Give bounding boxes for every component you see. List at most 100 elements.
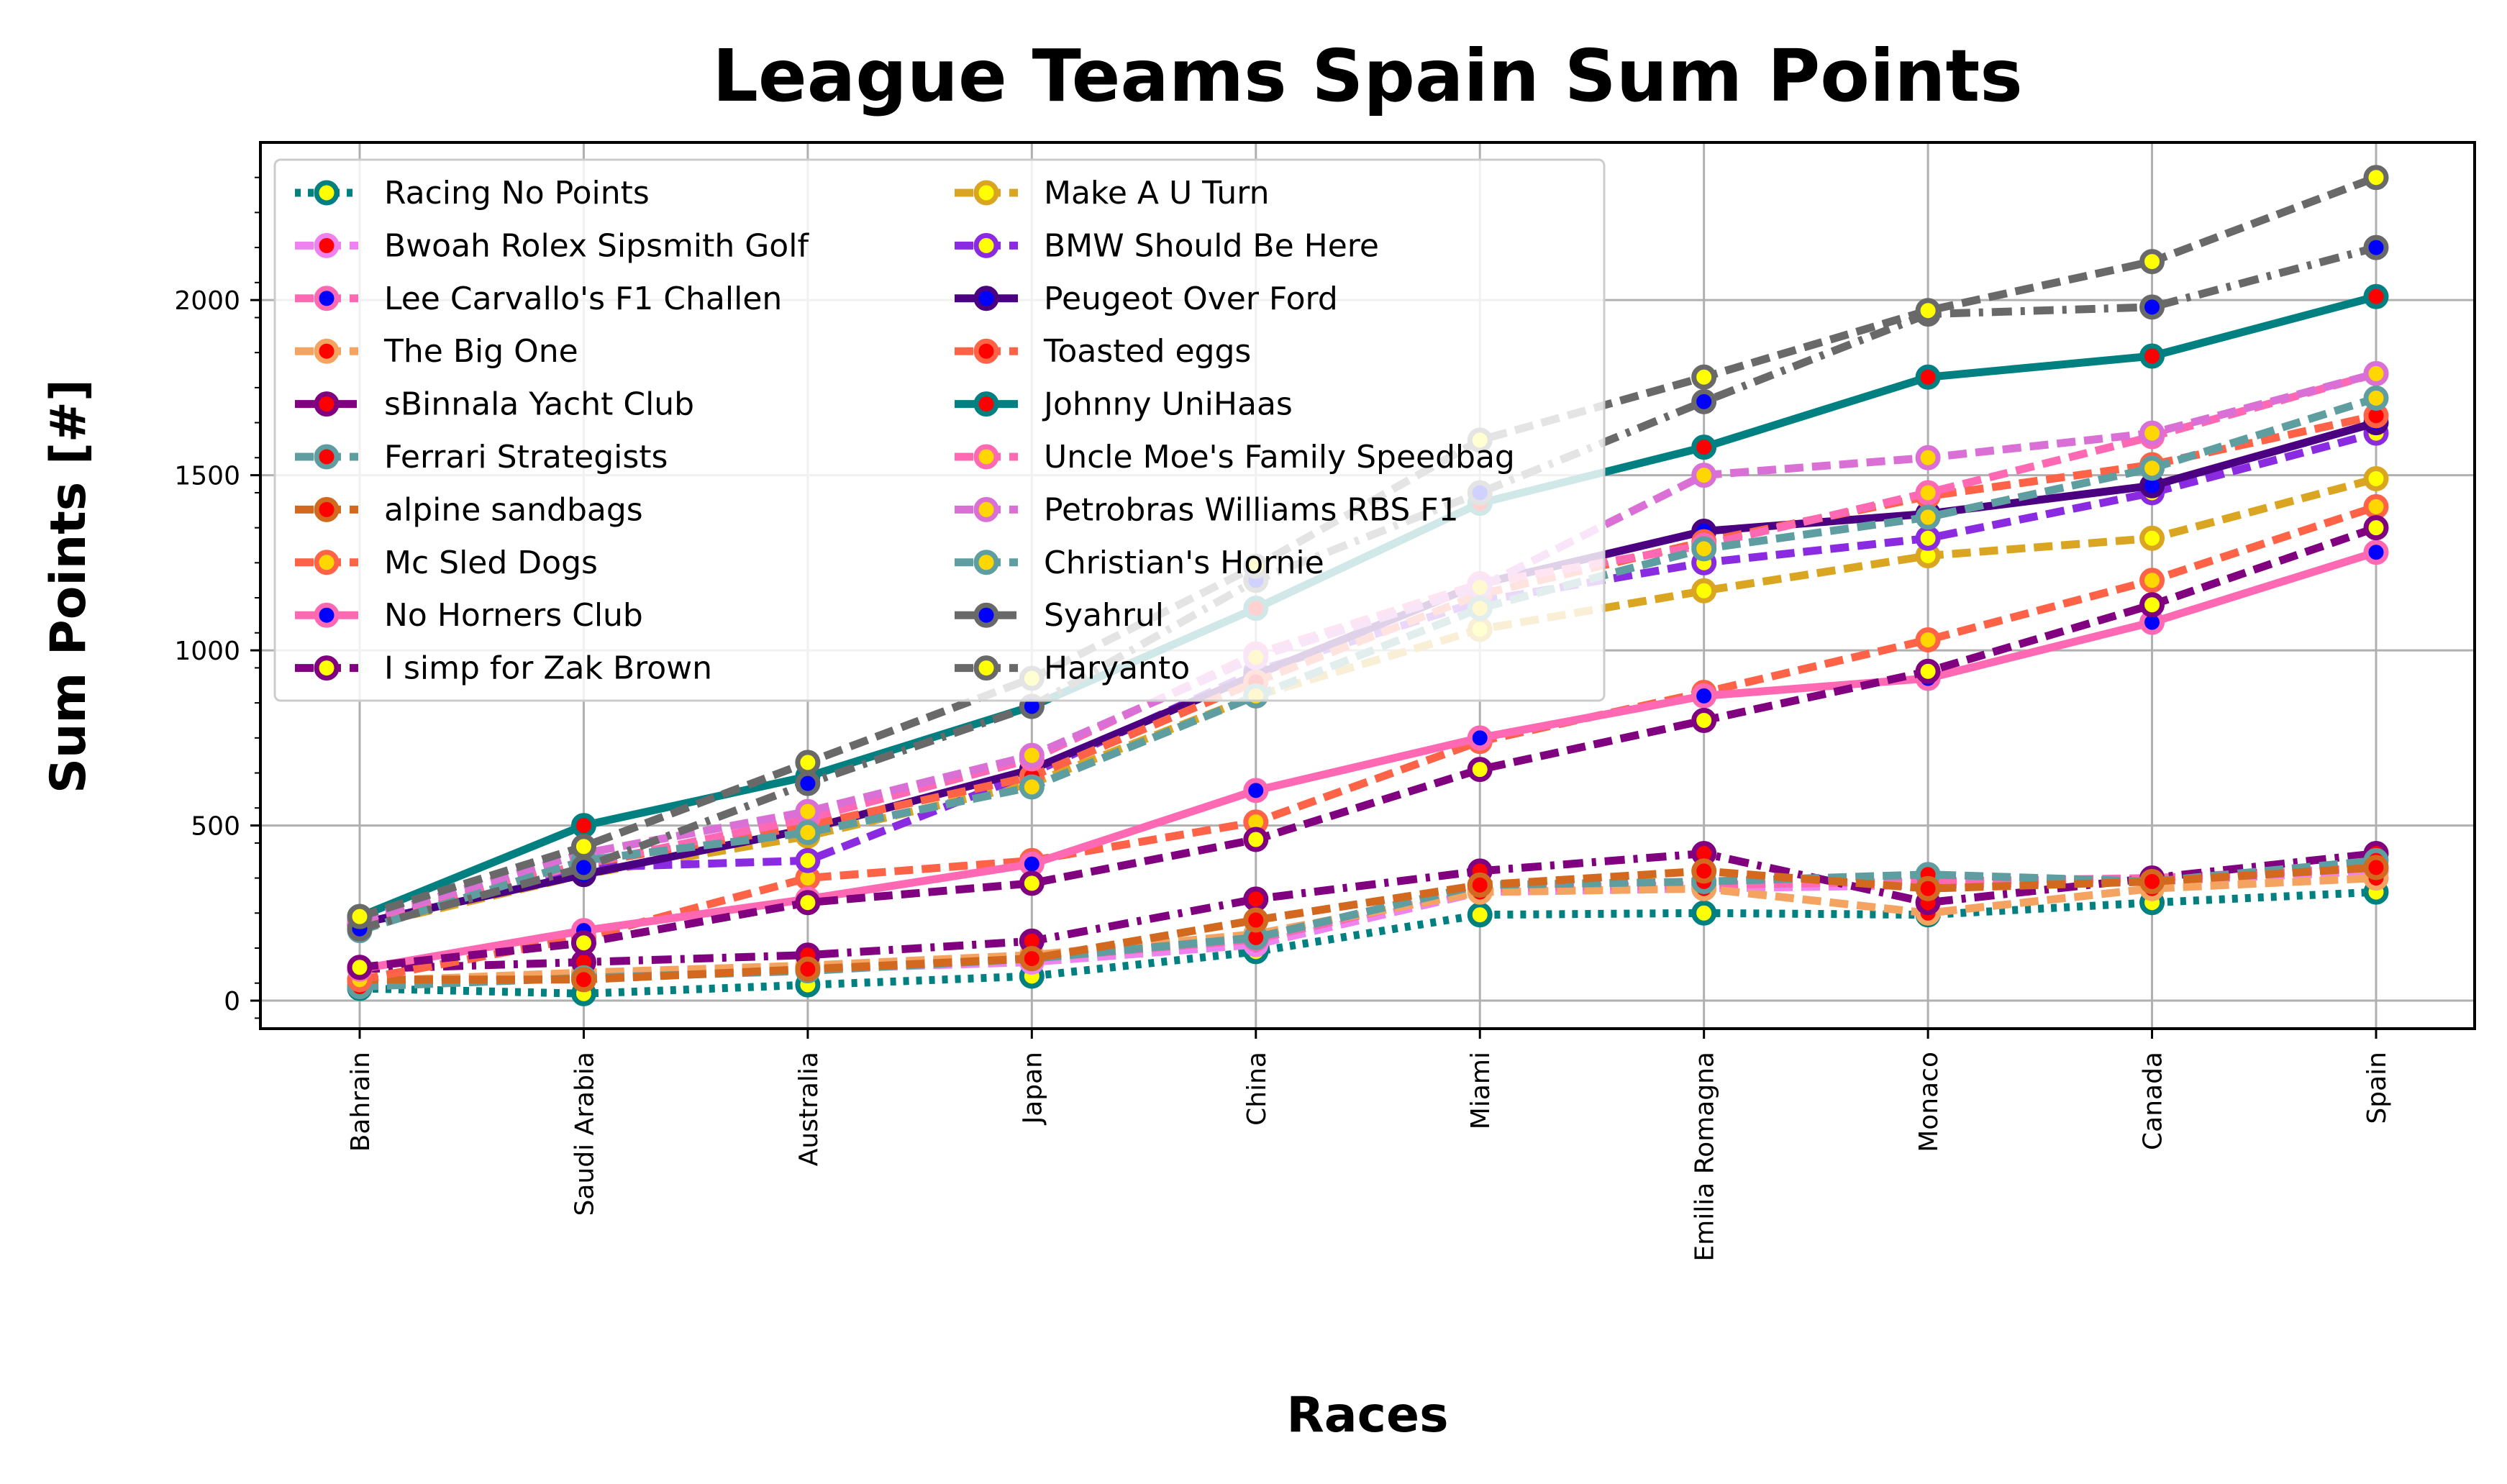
- x-tick-label: Bahrain: [346, 1052, 376, 1152]
- data-point: [1691, 364, 1717, 390]
- data-point: [1691, 683, 1717, 709]
- data-point: [1915, 504, 1941, 530]
- x-tick-label: Emilia Romagna: [1691, 1052, 1720, 1262]
- data-point: [795, 890, 821, 916]
- series: [347, 879, 2389, 1006]
- data-point: [1019, 870, 1045, 896]
- data-point: [2139, 455, 2165, 481]
- legend-swatch-marker: [973, 232, 999, 258]
- legend-swatch-marker: [973, 655, 999, 681]
- legend-swatch-marker: [314, 655, 340, 681]
- data-point: [1691, 536, 1717, 562]
- y-axis-label: Sum Points [#]: [40, 379, 97, 793]
- data-point: [347, 955, 373, 980]
- legend-box: [273, 158, 1606, 702]
- series-line: [359, 888, 2377, 998]
- axis-layer: Bahrain Saudi Arabia Australia Japan China Mi…: [174, 176, 2392, 1262]
- x-tick-label: Saudi Arabia: [570, 1052, 599, 1216]
- data-point: [2139, 294, 2165, 320]
- data-point: [2363, 283, 2389, 309]
- legend-entry-label: Lee Carvallo's F1 Challen: [384, 281, 782, 317]
- legend-entry-label: Bwoah Rolex Sipsmith Golf: [384, 227, 809, 264]
- y-tick-label: 2000: [174, 286, 240, 316]
- data-point: [1019, 946, 1045, 972]
- legend-entry-label: Make A U Turn: [1044, 175, 1269, 211]
- data-point: [795, 770, 821, 796]
- data-point: [2363, 540, 2389, 565]
- data-point: [1019, 742, 1045, 768]
- legend-entry-label: sBinnala Yacht Club: [384, 386, 694, 423]
- data-point: [2363, 855, 2389, 880]
- data-point: [1467, 725, 1493, 751]
- x-tick-label: Australia: [794, 1052, 824, 1166]
- data-point: [1915, 364, 1941, 390]
- y-tick-label: 500: [191, 812, 240, 842]
- series-line: [358, 429, 2378, 928]
- series-line: [359, 548, 2378, 973]
- data-point: [570, 813, 596, 839]
- data-point: [2139, 568, 2165, 593]
- data-point: [2363, 165, 2389, 191]
- legend-swatch-marker: [314, 602, 340, 628]
- data-point: [795, 750, 821, 775]
- data-point: [1915, 627, 1941, 652]
- legend: Racing No Points Bwoah Rolex Sipsmith Gol…: [273, 158, 1606, 702]
- data-point: [2139, 592, 2165, 618]
- data-point: [570, 967, 596, 993]
- legend-swatch-marker: [314, 232, 340, 258]
- x-tick-label: Japan: [1018, 1052, 1047, 1125]
- x-tick-label: Spain: [2362, 1052, 2392, 1124]
- legend-entry-label: No Horners Club: [384, 597, 643, 634]
- legend-entry-label: Petrobras Williams RBS F1: [1044, 491, 1459, 528]
- data-point: [2363, 385, 2389, 411]
- series-line: [359, 524, 2378, 972]
- data-point: [1243, 827, 1269, 852]
- legend-entry-label: Peugeot Over Ford: [1044, 281, 1338, 317]
- data-point: [2139, 525, 2165, 551]
- legend-swatch-marker: [973, 180, 999, 206]
- data-point: [1915, 445, 1941, 470]
- y-tick-label: 0: [224, 987, 240, 1016]
- data-point: [2139, 343, 2165, 369]
- x-tick-label: Monaco: [1914, 1052, 1944, 1152]
- legend-entry-label: Toasted eggs: [1043, 333, 1251, 370]
- x-tick-label: China: [1242, 1052, 1272, 1126]
- legend-swatch-marker: [973, 496, 999, 522]
- legend-swatch-marker: [973, 286, 999, 311]
- legend-entry-label: Haryanto: [1044, 650, 1190, 687]
- data-point: [1691, 388, 1717, 414]
- legend-entry-label: Racing No Points: [384, 175, 650, 211]
- data-point: [1691, 858, 1717, 884]
- data-point: [1467, 872, 1493, 898]
- data-point: [1915, 480, 1941, 506]
- data-point: [795, 819, 821, 845]
- legend-swatch-marker: [973, 550, 999, 575]
- data-point: [1691, 900, 1717, 926]
- data-point: [1691, 434, 1717, 460]
- x-axis-label: Races: [1286, 1387, 1448, 1444]
- data-point: [2139, 249, 2165, 275]
- data-point: [2363, 235, 2389, 260]
- legend-swatch-marker: [314, 496, 340, 522]
- legend-swatch-marker: [973, 391, 999, 417]
- data-point: [1691, 463, 1717, 488]
- data-point: [2363, 493, 2389, 519]
- data-point: [1243, 886, 1269, 912]
- data-point: [1915, 525, 1941, 551]
- data-point: [2363, 360, 2389, 386]
- legend-entry-label: Mc Sled Dogs: [384, 545, 598, 581]
- legend-entry-label: Uncle Moe's Family Speedbag: [1044, 439, 1515, 475]
- series-line: [359, 850, 2377, 973]
- legend-entry-label: Christian's Hornie: [1044, 545, 1324, 581]
- series-line: [360, 863, 2377, 984]
- data-point: [795, 847, 821, 873]
- plot-frame: [259, 141, 2476, 1030]
- chart-title: League Teams Spain Sum Points: [712, 34, 2023, 118]
- legend-swatch-marker: [973, 338, 999, 364]
- y-tick-label: 1000: [174, 637, 240, 666]
- data-point: [2139, 868, 2165, 894]
- legend-swatch-marker: [314, 391, 340, 417]
- legend-entry-label: BMW Should Be Here: [1044, 227, 1379, 264]
- data-point: [2363, 515, 2389, 541]
